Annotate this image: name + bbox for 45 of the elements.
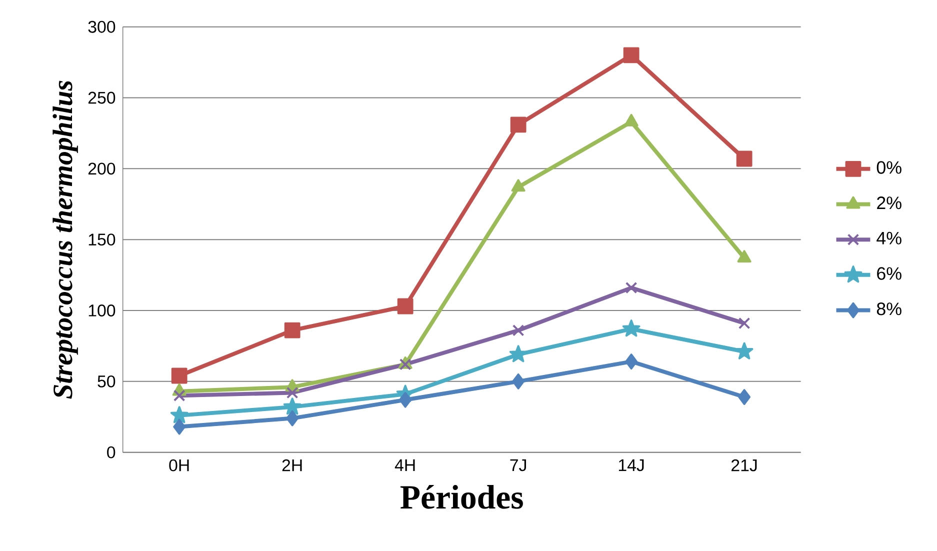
point [738, 317, 750, 330]
point [625, 282, 638, 294]
point [284, 322, 300, 338]
point [510, 116, 526, 133]
point [171, 368, 188, 384]
point [283, 398, 302, 415]
point [738, 389, 751, 406]
y-axis-title: Streptococcus thermophilus [52, 80, 78, 399]
y-tick-label: 200 [88, 162, 116, 175]
point [173, 390, 186, 402]
point [286, 410, 299, 426]
x-tick-label: 14J [618, 459, 644, 472]
point [509, 345, 528, 362]
point [624, 114, 638, 126]
x-tick-label: 7J [510, 459, 526, 472]
y-tick-label: 300 [88, 21, 116, 33]
y-tick-label: 0 [107, 446, 116, 458]
point [512, 374, 525, 390]
x-axis-title: Périodes [400, 485, 523, 509]
legend-label: 2% [877, 196, 902, 210]
point [170, 406, 188, 424]
x-tick-label: 4H [394, 459, 415, 472]
point [173, 418, 186, 435]
point [625, 354, 638, 370]
point [286, 386, 298, 399]
y-tick-label: 100 [88, 304, 116, 317]
point [397, 298, 414, 314]
point [623, 47, 640, 64]
point [735, 342, 754, 360]
legend-label: 4% [876, 232, 902, 245]
legend-label: 0% [876, 161, 902, 174]
legend-label: 6% [877, 267, 902, 280]
x-tick-label: 21J [732, 459, 757, 472]
point [399, 392, 412, 408]
point [737, 250, 752, 263]
point [736, 150, 752, 167]
x-tick-label: 0H [169, 459, 189, 472]
point [512, 324, 524, 336]
point [622, 320, 640, 337]
legend-label: 8% [876, 302, 902, 316]
point [511, 179, 526, 192]
x-tick-label: 2H [282, 459, 302, 472]
y-tick-label: 50 [98, 376, 116, 388]
y-tick-label: 250 [88, 92, 116, 104]
y-tick-label: 150 [88, 234, 116, 246]
